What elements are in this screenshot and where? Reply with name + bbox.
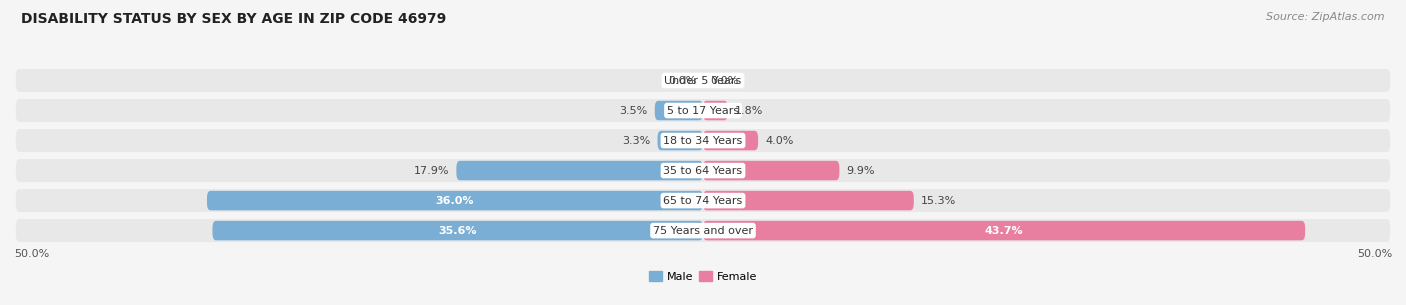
Text: 15.3%: 15.3% (921, 196, 956, 206)
FancyBboxPatch shape (207, 191, 703, 210)
Text: 1.8%: 1.8% (735, 106, 763, 116)
Text: 75 Years and over: 75 Years and over (652, 226, 754, 235)
Text: 3.3%: 3.3% (623, 135, 651, 145)
Text: 35 to 64 Years: 35 to 64 Years (664, 166, 742, 176)
FancyBboxPatch shape (212, 221, 703, 240)
Text: 50.0%: 50.0% (14, 249, 49, 259)
Text: 36.0%: 36.0% (436, 196, 474, 206)
FancyBboxPatch shape (14, 97, 1392, 124)
FancyBboxPatch shape (457, 161, 703, 180)
Legend: Male, Female: Male, Female (644, 267, 762, 286)
FancyBboxPatch shape (14, 187, 1392, 214)
FancyBboxPatch shape (703, 131, 758, 150)
Text: 18 to 34 Years: 18 to 34 Years (664, 135, 742, 145)
FancyBboxPatch shape (703, 191, 914, 210)
FancyBboxPatch shape (14, 127, 1392, 154)
FancyBboxPatch shape (703, 161, 839, 180)
FancyBboxPatch shape (703, 101, 728, 120)
Text: 5 to 17 Years: 5 to 17 Years (666, 106, 740, 116)
Text: 0.0%: 0.0% (710, 76, 738, 85)
FancyBboxPatch shape (14, 217, 1392, 244)
FancyBboxPatch shape (655, 101, 703, 120)
Text: 65 to 74 Years: 65 to 74 Years (664, 196, 742, 206)
Text: Source: ZipAtlas.com: Source: ZipAtlas.com (1267, 12, 1385, 22)
Text: 50.0%: 50.0% (1357, 249, 1392, 259)
Text: 3.5%: 3.5% (620, 106, 648, 116)
Text: 43.7%: 43.7% (984, 226, 1024, 235)
Text: 35.6%: 35.6% (439, 226, 477, 235)
FancyBboxPatch shape (703, 221, 1305, 240)
Text: DISABILITY STATUS BY SEX BY AGE IN ZIP CODE 46979: DISABILITY STATUS BY SEX BY AGE IN ZIP C… (21, 12, 446, 26)
FancyBboxPatch shape (658, 131, 703, 150)
Text: 4.0%: 4.0% (765, 135, 793, 145)
Text: 0.0%: 0.0% (668, 76, 696, 85)
Text: 17.9%: 17.9% (413, 166, 450, 176)
Text: Under 5 Years: Under 5 Years (665, 76, 741, 85)
FancyBboxPatch shape (14, 67, 1392, 94)
FancyBboxPatch shape (14, 157, 1392, 184)
Text: 9.9%: 9.9% (846, 166, 875, 176)
